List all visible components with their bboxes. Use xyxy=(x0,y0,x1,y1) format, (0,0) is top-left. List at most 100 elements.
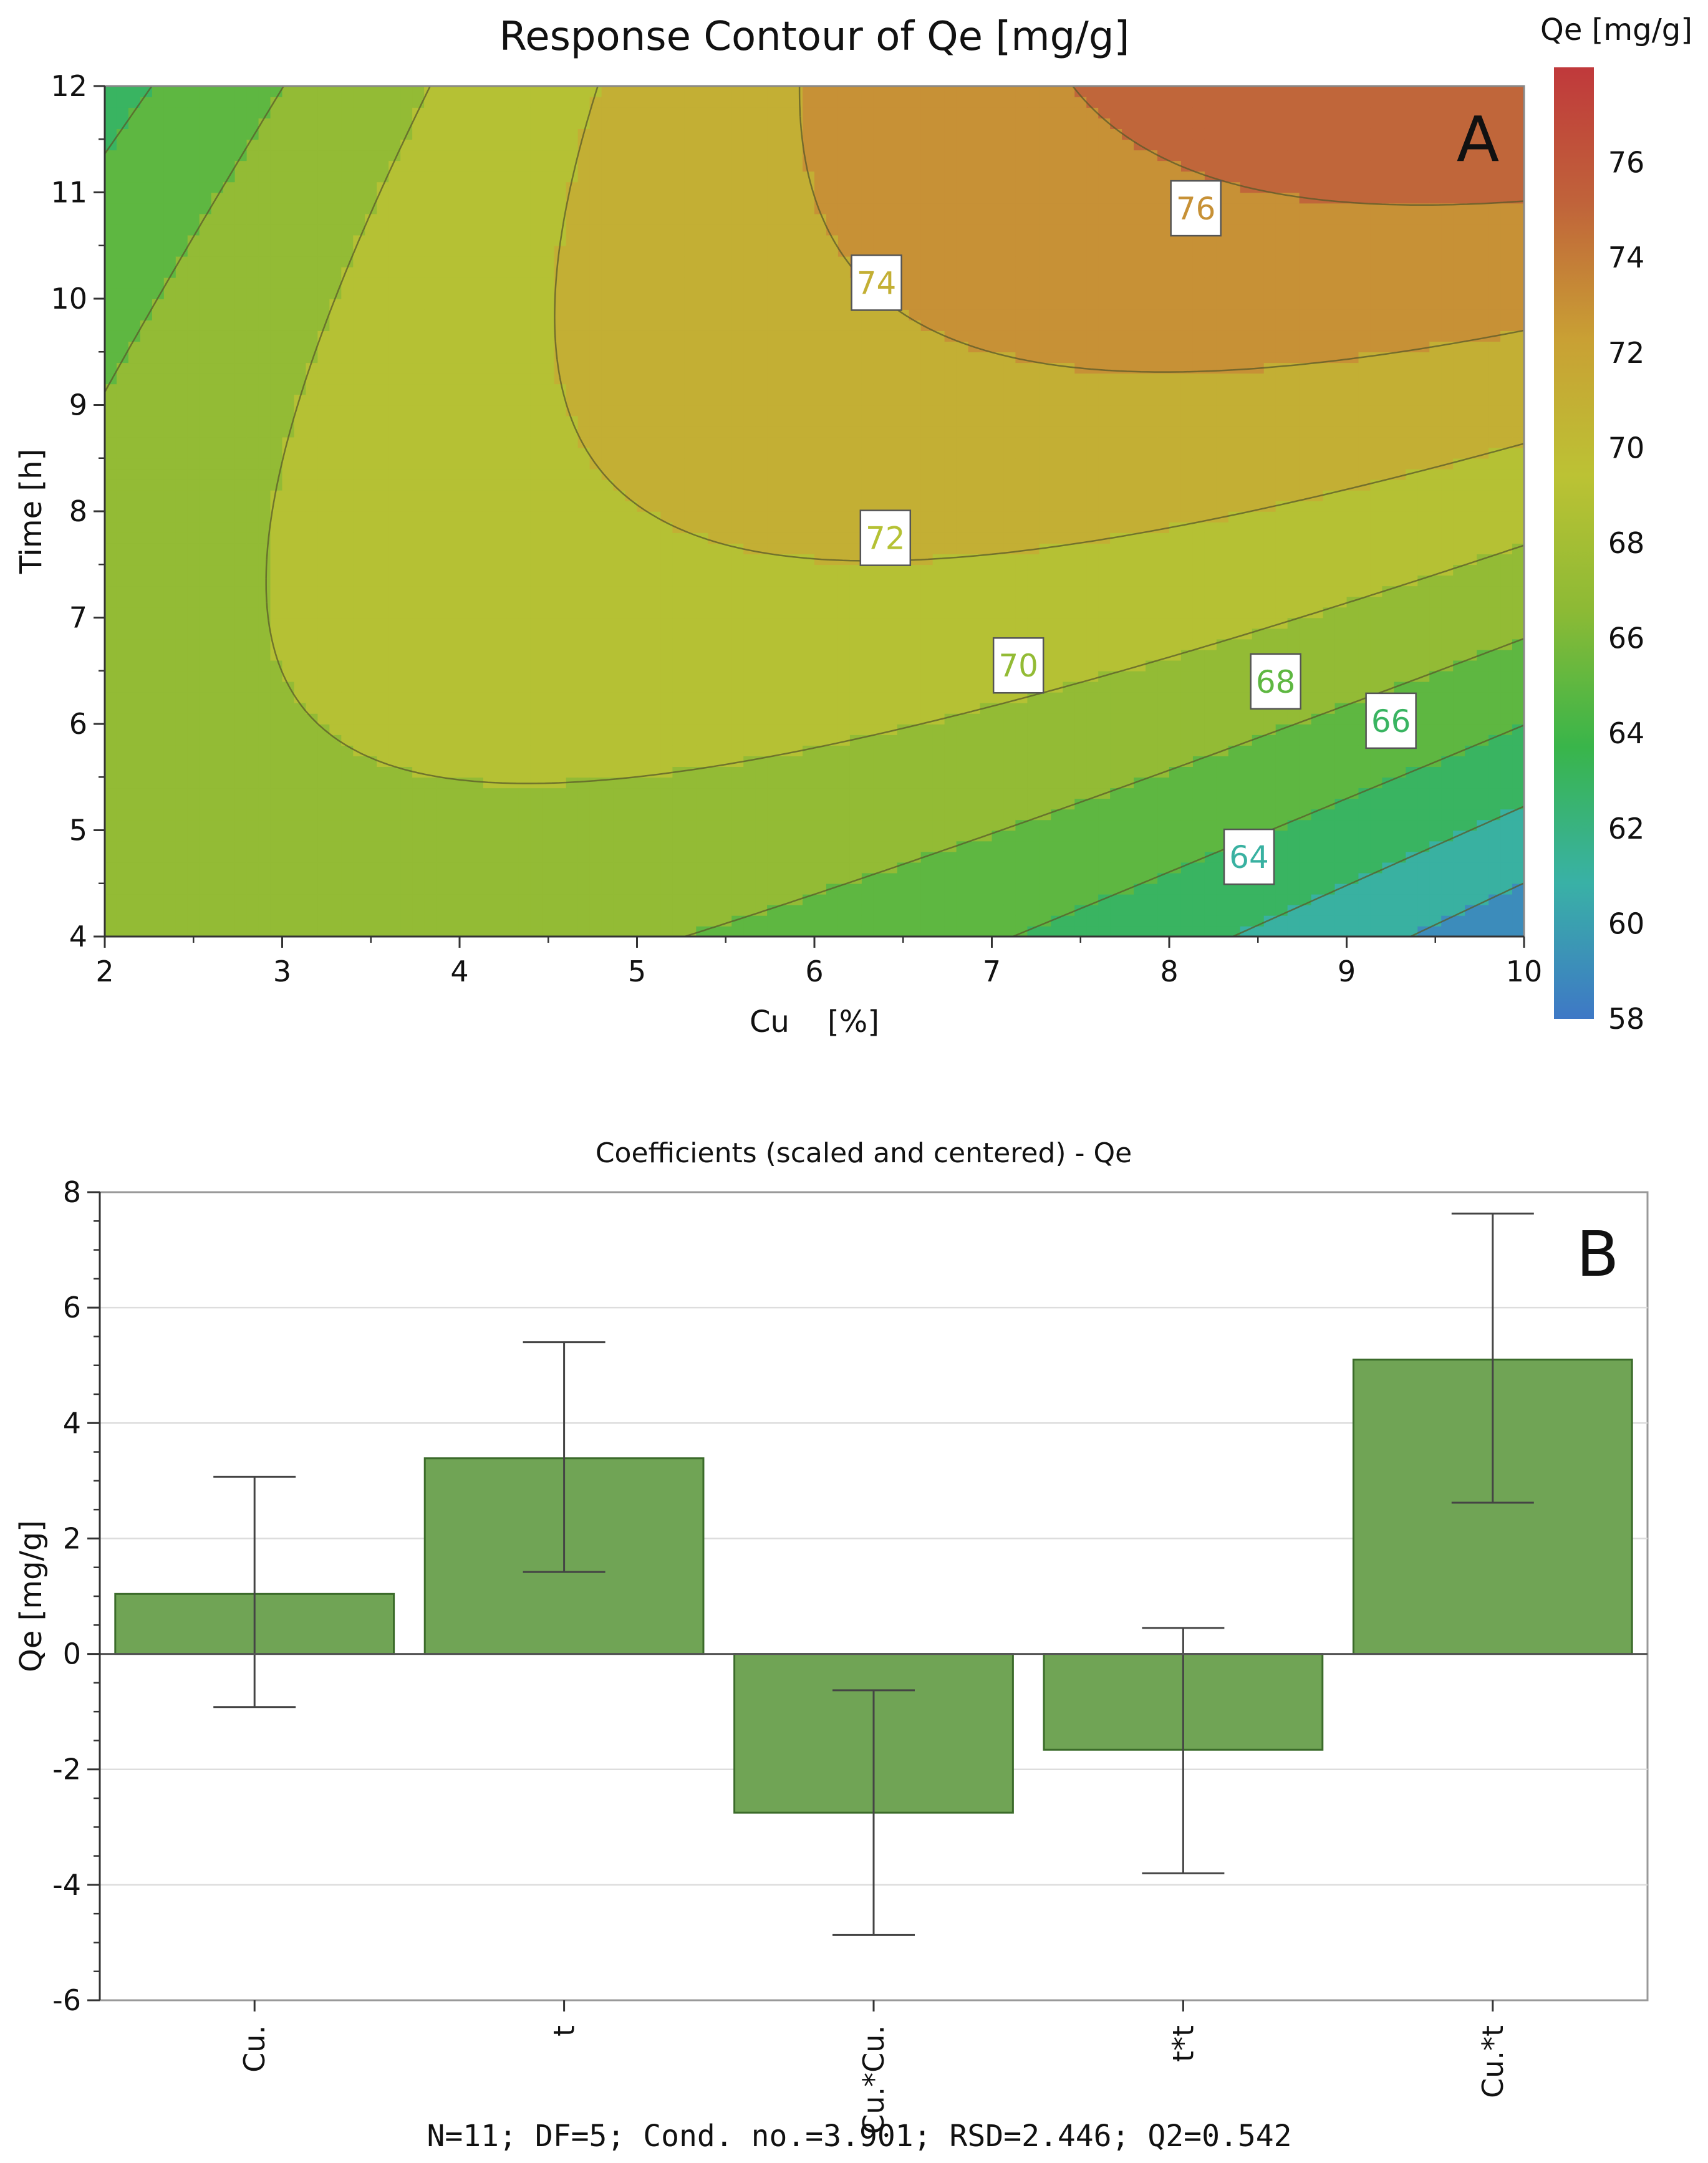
contour-cell xyxy=(566,86,579,97)
contour-cell xyxy=(803,139,815,151)
contour-cell xyxy=(613,128,626,140)
contour-cell xyxy=(341,894,354,905)
contour-cell xyxy=(400,234,413,246)
contour-cell xyxy=(353,681,366,693)
contour-cell xyxy=(767,415,779,427)
contour-cell xyxy=(306,617,319,629)
contour-cell xyxy=(542,383,555,395)
contour-cell xyxy=(400,256,413,267)
contour-cell xyxy=(424,872,437,884)
contour-cell xyxy=(460,181,472,193)
contour-cell xyxy=(577,203,591,214)
contour-cell xyxy=(388,713,401,725)
contour-cell xyxy=(554,638,567,650)
contour-cell xyxy=(625,224,638,236)
contour-cell xyxy=(175,638,188,650)
contour-cell xyxy=(637,213,650,225)
contour-cell xyxy=(187,266,200,278)
contour-cell xyxy=(483,894,496,905)
contour-cell xyxy=(424,522,437,533)
contour-cell xyxy=(412,809,425,821)
contour-cell xyxy=(542,118,555,129)
contour-cell xyxy=(329,830,342,842)
contour-cell xyxy=(684,660,697,672)
contour-cell xyxy=(649,415,662,427)
contour-cell xyxy=(530,660,543,672)
contour-cell xyxy=(175,107,188,118)
contour-cell xyxy=(589,788,602,799)
contour-cell xyxy=(353,543,366,554)
contour-cell xyxy=(234,266,248,278)
contour-cell xyxy=(779,192,791,204)
contour-cell xyxy=(483,213,496,225)
contour-cell xyxy=(448,489,460,501)
contour-cell xyxy=(424,575,437,587)
contour-cell xyxy=(601,489,614,501)
contour-cell xyxy=(282,362,295,374)
contour-cell xyxy=(767,352,779,364)
contour-cell xyxy=(211,468,224,480)
contour-cell xyxy=(152,213,165,225)
contour-cell xyxy=(306,904,319,916)
contour-cell xyxy=(637,287,650,299)
contour-cell xyxy=(554,660,567,672)
contour-cell xyxy=(424,394,437,406)
contour-cell xyxy=(720,287,733,299)
contour-cell xyxy=(412,203,425,214)
contour-cell xyxy=(684,500,697,512)
contour-cell xyxy=(589,915,602,927)
contour-cell xyxy=(128,756,141,767)
contour-cell xyxy=(530,203,543,214)
contour-cell xyxy=(731,139,744,151)
contour-cell xyxy=(317,405,331,417)
contour-cell xyxy=(601,352,614,364)
contour-cell xyxy=(601,320,614,331)
contour-cell xyxy=(483,681,496,693)
contour-cell xyxy=(471,904,484,916)
contour-cell xyxy=(720,809,733,821)
contour-cell xyxy=(589,479,602,491)
contour-cell xyxy=(672,564,685,576)
contour-cell xyxy=(518,352,531,364)
contour-cell xyxy=(424,309,437,320)
contour-cell xyxy=(601,299,614,310)
contour-cell xyxy=(187,447,200,459)
contour-cell xyxy=(377,160,389,172)
contour-cell xyxy=(791,266,803,278)
contour-cell xyxy=(341,330,354,342)
contour-cell xyxy=(448,841,460,852)
contour-cell xyxy=(187,735,200,746)
contour-cell xyxy=(211,309,224,320)
contour-cell xyxy=(282,925,295,937)
contour-cell xyxy=(637,436,650,448)
contour-cell xyxy=(211,830,224,842)
contour-cell xyxy=(258,649,271,661)
contour-cell xyxy=(483,171,496,183)
contour-cell xyxy=(577,617,591,629)
contour-cell xyxy=(696,436,709,448)
contour-cell xyxy=(506,904,519,916)
contour-cell xyxy=(708,415,721,427)
contour-cell xyxy=(625,426,638,438)
contour-cell xyxy=(270,436,283,448)
contour-cell xyxy=(530,373,543,385)
contour-cell xyxy=(684,394,697,406)
contour-cell xyxy=(448,299,460,310)
contour-cell xyxy=(223,788,236,799)
contour-cell xyxy=(483,287,496,299)
contour-cell xyxy=(506,532,519,544)
contour-cell xyxy=(412,851,425,863)
contour-cell xyxy=(779,904,791,916)
contour-cell xyxy=(270,213,283,225)
contour-cell xyxy=(554,299,567,310)
contour-cell xyxy=(495,554,508,566)
contour-cell xyxy=(530,532,543,544)
contour-cell xyxy=(460,97,472,108)
contour-cell xyxy=(365,670,378,682)
contour-cell xyxy=(388,181,401,193)
contour-cell xyxy=(767,405,779,417)
contour-cell xyxy=(625,160,638,172)
contour-cell xyxy=(140,628,153,640)
contour-cell xyxy=(743,86,756,97)
contour-cell xyxy=(731,287,744,299)
